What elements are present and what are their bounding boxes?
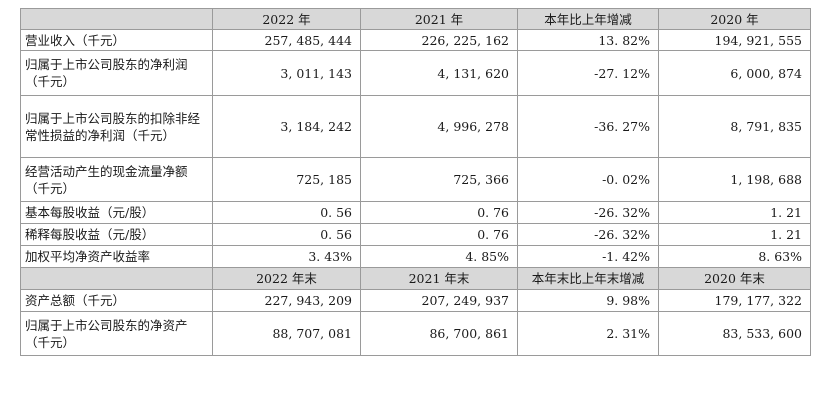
table-row: 归属于上市公司股东的扣除非经常性损益的净利润（千元） 3, 184, 242 4…: [20, 95, 811, 158]
table-row: 归属于上市公司股东的净利润（千元） 3, 011, 143 4, 131, 62…: [20, 50, 811, 96]
table-cell: 207, 249, 937: [360, 289, 518, 312]
table-cell: 226, 225, 162: [360, 29, 518, 51]
table-cell: -26. 32%: [517, 223, 659, 246]
table-cell: -1. 42%: [517, 245, 659, 268]
table-row: 营业收入（千元） 257, 485, 444 226, 225, 162 13.…: [20, 29, 811, 51]
header-cell-empty: [20, 267, 213, 290]
header-cell-2021-end: 2021 年末: [360, 267, 518, 290]
row-label: 归属于上市公司股东的扣除非经常性损益的净利润（千元）: [20, 95, 213, 158]
header-cell-empty: [20, 8, 213, 30]
table-cell: 2. 31%: [517, 311, 659, 356]
table-cell: 1. 21: [658, 223, 811, 246]
header-cell-2022-end: 2022 年末: [212, 267, 361, 290]
table-cell: -27. 12%: [517, 50, 659, 96]
table-cell: 0. 56: [212, 201, 361, 224]
table-cell: 8, 791, 835: [658, 95, 811, 158]
row-label: 基本每股收益（元/股）: [20, 201, 213, 224]
table-row: 资产总额（千元） 227, 943, 209 207, 249, 937 9. …: [20, 289, 811, 312]
table-cell: -26. 32%: [517, 201, 659, 224]
table-cell: 3, 011, 143: [212, 50, 361, 96]
table-cell: 0. 76: [360, 201, 518, 224]
table-cell: 0. 56: [212, 223, 361, 246]
table-cell: -0. 02%: [517, 157, 659, 202]
table-row: 经营活动产生的现金流量净额（千元） 725, 185 725, 366 -0. …: [20, 157, 811, 202]
table-cell: -36. 27%: [517, 95, 659, 158]
table-row: 基本每股收益（元/股） 0. 56 0. 76 -26. 32% 1. 21: [20, 201, 811, 224]
header-cell-2020-end: 2020 年末: [658, 267, 811, 290]
table-row: 加权平均净资产收益率 3. 43% 4. 85% -1. 42% 8. 63%: [20, 245, 811, 268]
table-row: 归属于上市公司股东的净资产（千元） 88, 707, 081 86, 700, …: [20, 311, 811, 356]
row-label: 经营活动产生的现金流量净额（千元）: [20, 157, 213, 202]
row-label: 稀释每股收益（元/股）: [20, 223, 213, 246]
table-cell: 6, 000, 874: [658, 50, 811, 96]
financial-summary-table: 2022 年 2021 年 本年比上年增减 2020 年 营业收入（千元） 25…: [20, 8, 811, 356]
row-label: 加权平均净资产收益率: [20, 245, 213, 268]
table-row: 稀释每股收益（元/股） 0. 56 0. 76 -26. 32% 1. 21: [20, 223, 811, 246]
table-cell: 13. 82%: [517, 29, 659, 51]
header-cell-2020: 2020 年: [658, 8, 811, 30]
table-cell: 83, 533, 600: [658, 311, 811, 356]
row-label: 归属于上市公司股东的净资产（千元）: [20, 311, 213, 356]
table-cell: 8. 63%: [658, 245, 811, 268]
table-cell: 3. 43%: [212, 245, 361, 268]
table-cell: 0. 76: [360, 223, 518, 246]
table-cell: 725, 185: [212, 157, 361, 202]
table-cell: 227, 943, 209: [212, 289, 361, 312]
header-cell-2021: 2021 年: [360, 8, 518, 30]
table-cell: 4, 131, 620: [360, 50, 518, 96]
table-cell: 1. 21: [658, 201, 811, 224]
table-cell: 4, 996, 278: [360, 95, 518, 158]
header-cell-change: 本年比上年增减: [517, 8, 659, 30]
header-cell-2022: 2022 年: [212, 8, 361, 30]
table-cell: 9. 98%: [517, 289, 659, 312]
table-cell: 88, 707, 081: [212, 311, 361, 356]
table-cell: 725, 366: [360, 157, 518, 202]
table-header-row: 2022 年 2021 年 本年比上年增减 2020 年: [20, 8, 811, 30]
row-label: 资产总额（千元）: [20, 289, 213, 312]
table-cell: 1, 198, 688: [658, 157, 811, 202]
table-subheader-row: 2022 年末 2021 年末 本年末比上年末增减 2020 年末: [20, 267, 811, 290]
table-cell: 4. 85%: [360, 245, 518, 268]
table-cell: 257, 485, 444: [212, 29, 361, 51]
row-label: 营业收入（千元）: [20, 29, 213, 51]
table-cell: 86, 700, 861: [360, 311, 518, 356]
table-cell: 3, 184, 242: [212, 95, 361, 158]
row-label: 归属于上市公司股东的净利润（千元）: [20, 50, 213, 96]
table-cell: 179, 177, 322: [658, 289, 811, 312]
table-cell: 194, 921, 555: [658, 29, 811, 51]
header-cell-change-end: 本年末比上年末增减: [517, 267, 659, 290]
